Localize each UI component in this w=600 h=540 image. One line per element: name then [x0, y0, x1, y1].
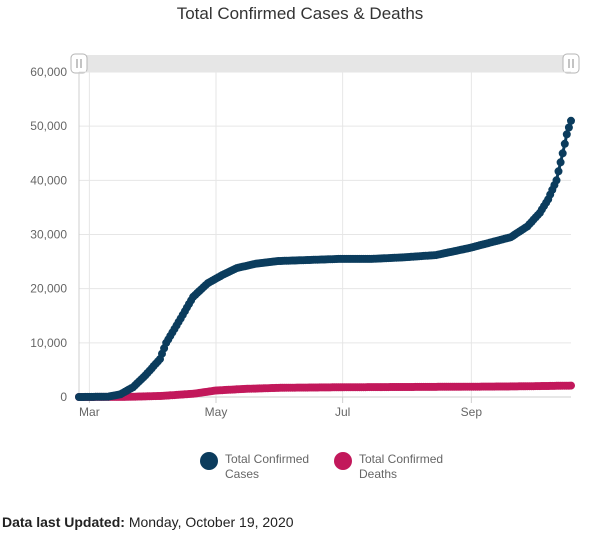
data-point-cases	[567, 116, 575, 125]
y-tick-label: 10,000	[30, 336, 67, 350]
legend: Total Confirmed Cases Total Confirmed De…	[0, 452, 600, 492]
legend-marker-deaths	[334, 452, 352, 470]
x-tick-label: Jul	[335, 405, 350, 419]
chart-title: Total Confirmed Cases & Deaths	[176, 4, 424, 23]
y-tick-label: 30,000	[30, 228, 67, 242]
x-tick-label: May	[205, 405, 228, 419]
data-point-cases	[552, 176, 561, 185]
y-tick-label: 50,000	[30, 119, 67, 133]
x-tick-label: Mar	[79, 405, 100, 419]
data-point-cases	[560, 139, 569, 148]
range-navigator-track	[79, 55, 571, 72]
data-point-cases	[562, 130, 571, 139]
y-tick-label: 20,000	[30, 282, 67, 296]
y-tick-label: 60,000	[30, 65, 67, 79]
legend-label-cases: Total Confirmed Cases	[225, 452, 310, 481]
data-point-cases	[558, 149, 567, 158]
line-chart: 0 10,000 20,000 30,000 40,000 50,000 60,000 Mar…	[30, 53, 580, 419]
legend-label-deaths: Total Confirmed Deaths	[359, 452, 444, 481]
data-point-deaths	[567, 381, 575, 390]
last-updated-value: Monday, October 19, 2020	[128, 514, 294, 530]
range-handle-left[interactable]	[70, 53, 88, 74]
last-updated-label: Data last Updated:	[2, 514, 125, 530]
legend-item-cases[interactable]: Total Confirmed Cases	[200, 452, 325, 482]
last-updated: Data last Updated: Monday, October 19, 2…	[2, 514, 294, 530]
data-point-cases	[556, 158, 565, 167]
data-point-cases	[554, 167, 563, 176]
range-handle-right[interactable]	[562, 53, 580, 74]
x-tick-label: Sep	[461, 405, 483, 419]
y-tick-label: 40,000	[30, 173, 67, 187]
data-point-cases	[564, 123, 573, 132]
legend-item-deaths[interactable]: Total Confirmed Deaths	[334, 452, 459, 482]
y-tick-label: 0	[60, 390, 67, 404]
legend-marker-cases	[200, 452, 218, 470]
